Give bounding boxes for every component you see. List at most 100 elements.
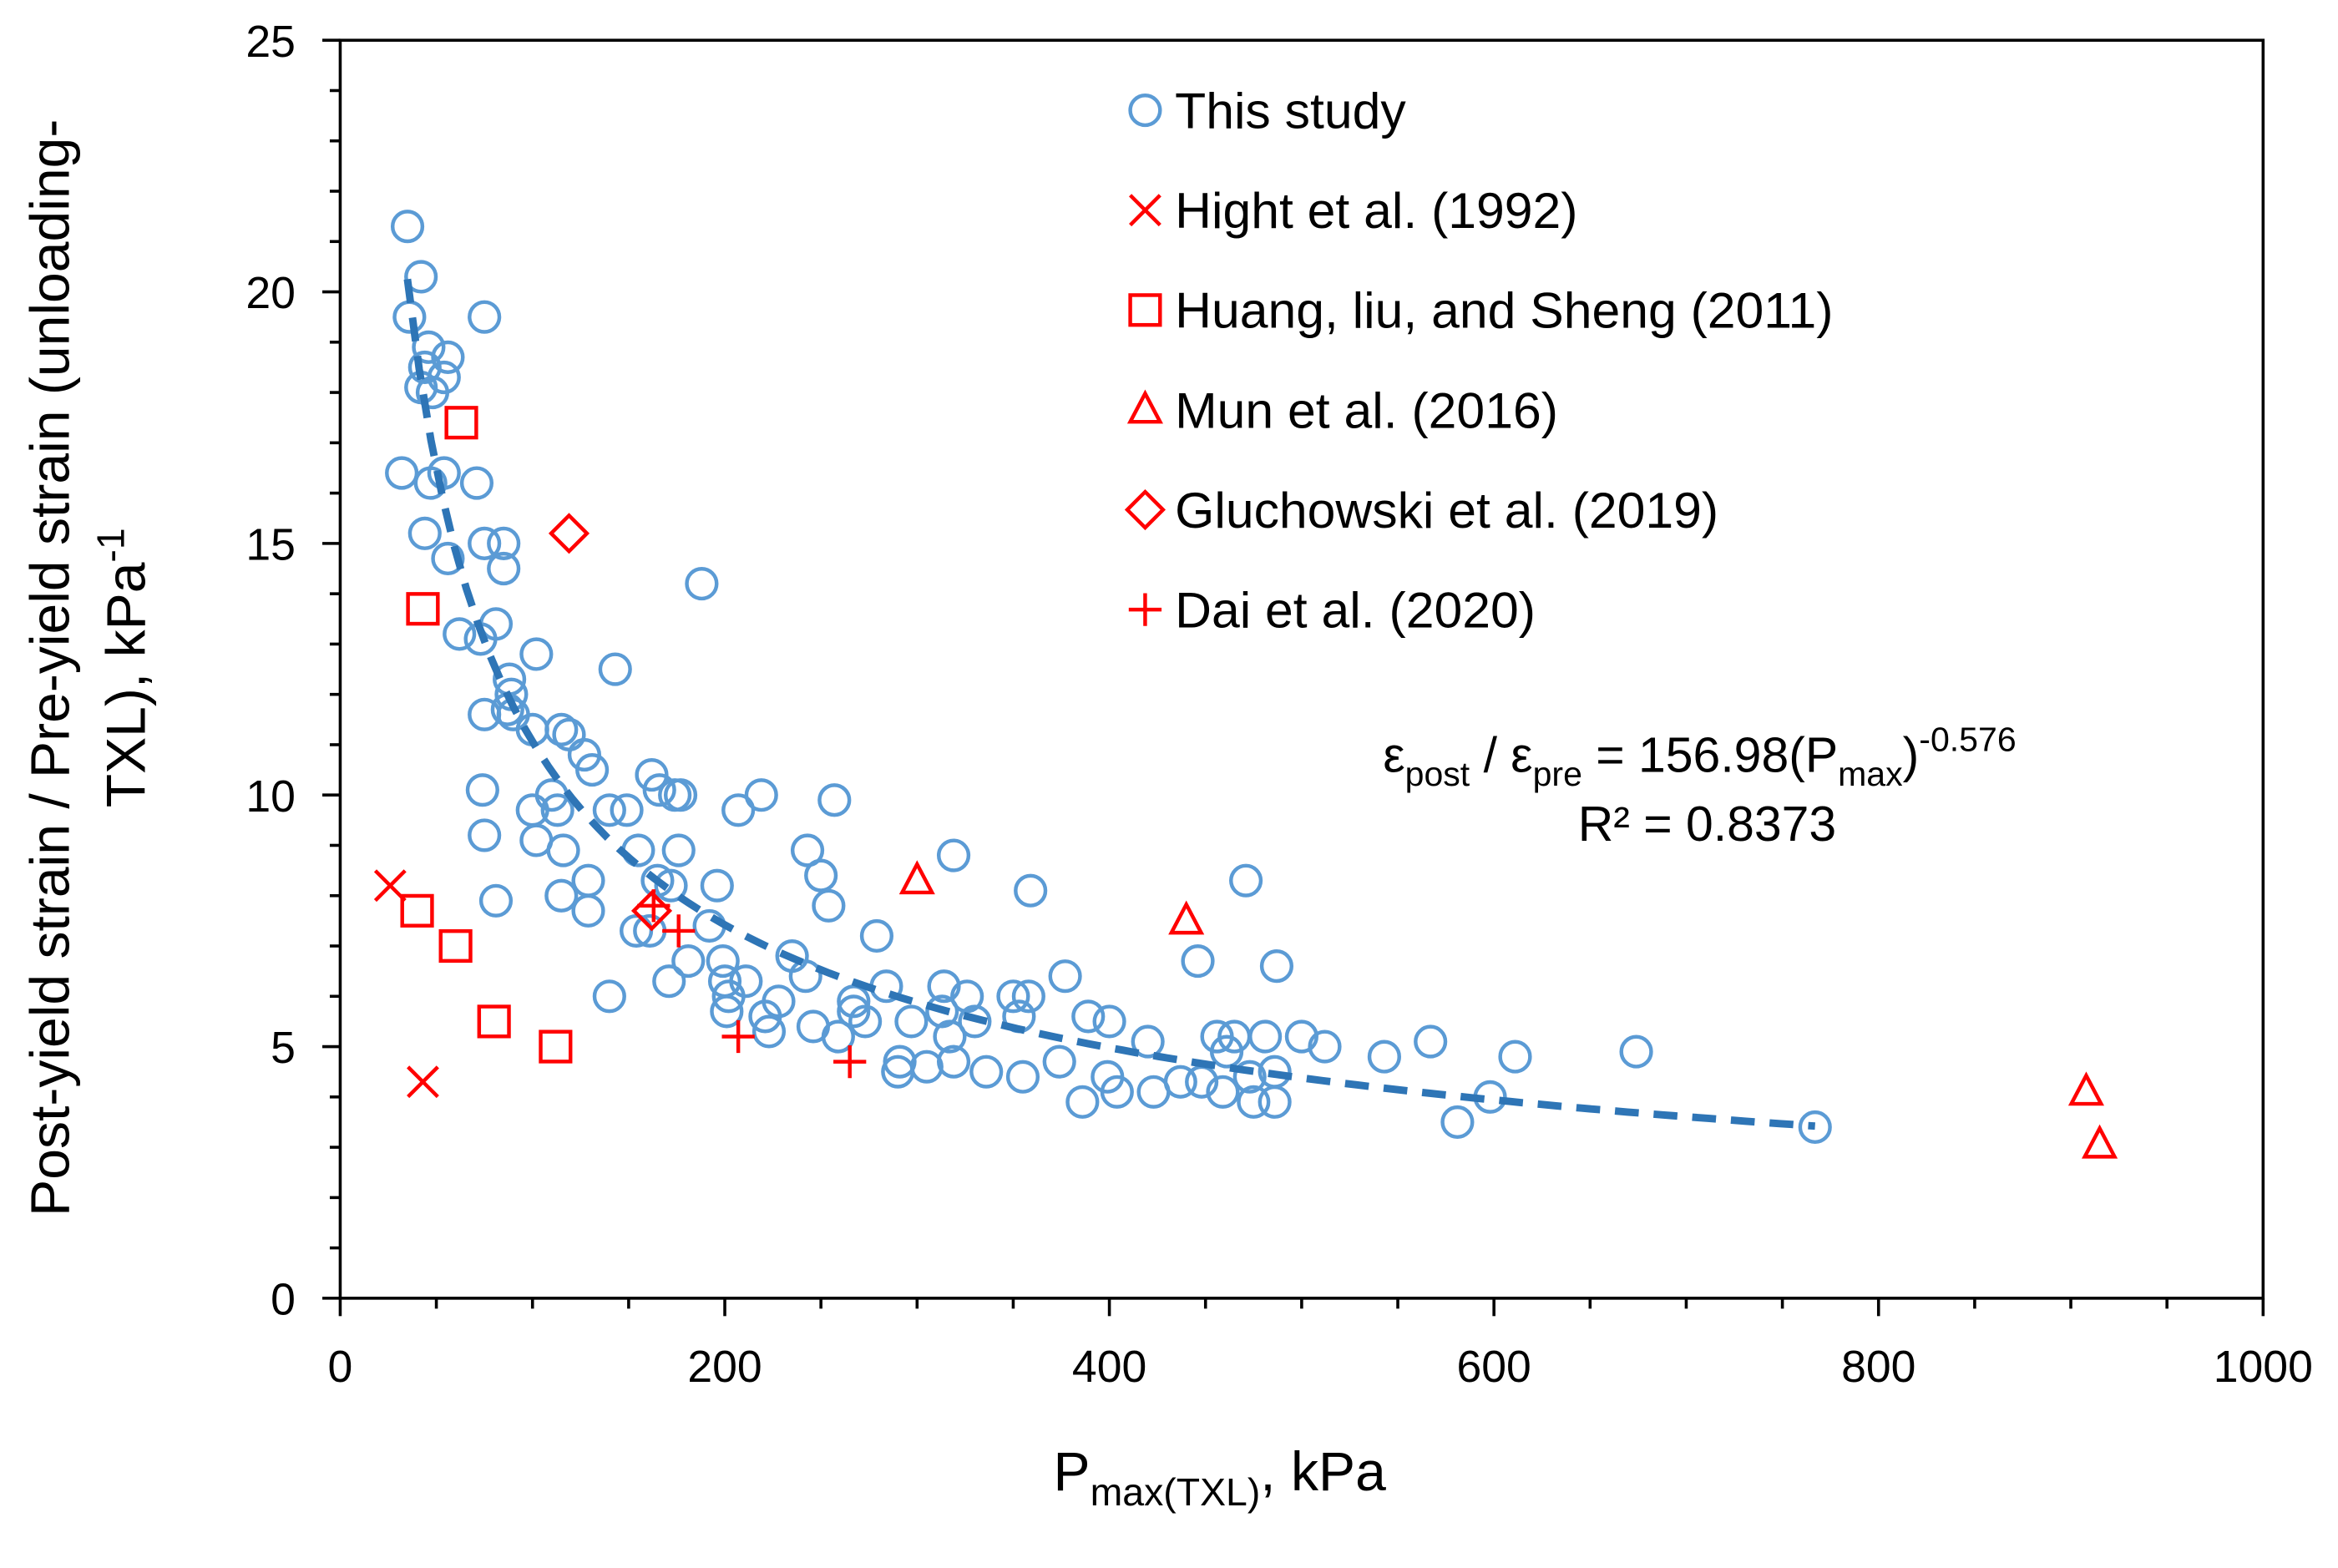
point [1014, 873, 1048, 908]
point [1440, 1105, 1475, 1140]
legend-label: Mun et al. (2016) [1175, 382, 1558, 438]
series [373, 869, 439, 1099]
legend-marker [1128, 293, 1162, 327]
point [477, 1004, 511, 1039]
eq-part: (P [1789, 729, 1838, 783]
point [958, 1004, 992, 1039]
legend: This study Hight et al. (1992) Huang, liu,… [1124, 83, 1834, 639]
series [898, 860, 2118, 1159]
point [544, 712, 579, 746]
point [804, 858, 838, 893]
x-label-rest: , kPa [1260, 1440, 1386, 1502]
point [539, 1029, 573, 1064]
point [575, 752, 610, 787]
point [487, 526, 521, 560]
x-axis-label: Pmax(TXL), kPa [1054, 1440, 1387, 1514]
point [950, 979, 984, 1014]
point [1011, 979, 1045, 1014]
point [1229, 863, 1263, 898]
point [592, 793, 626, 827]
point [1498, 1039, 1532, 1074]
point [685, 567, 719, 601]
point [465, 773, 499, 807]
point [1232, 1060, 1267, 1094]
point [1131, 1024, 1165, 1059]
point [1248, 1019, 1283, 1054]
point [1414, 1024, 1448, 1059]
point [1071, 999, 1106, 1034]
legend-marker [1128, 593, 1162, 626]
point [1259, 949, 1294, 984]
y-label-line2-text: TXL), kPa [95, 562, 157, 807]
point [1284, 1019, 1318, 1054]
legend-marker [1128, 94, 1162, 128]
eq-sub: post [1405, 755, 1470, 793]
y-tick-label: 15 [245, 521, 296, 570]
y-tick-label: 0 [271, 1276, 296, 1325]
point [744, 778, 778, 812]
point [837, 994, 871, 1029]
point [2067, 1071, 2104, 1106]
point [444, 406, 478, 440]
point [431, 541, 465, 576]
point [468, 526, 502, 560]
legend-marker [1129, 194, 1161, 227]
point [996, 979, 1030, 1014]
point [637, 889, 671, 923]
point [1209, 1034, 1244, 1069]
point [385, 456, 419, 490]
point [406, 592, 440, 626]
y-axis-label: Post-yield strain / Pre-yield strain (un… [19, 119, 157, 1216]
point [1005, 1060, 1040, 1094]
point [407, 1065, 439, 1099]
point [620, 913, 654, 948]
point [2082, 1124, 2118, 1159]
point [788, 959, 822, 994]
point [1308, 1029, 1342, 1064]
point [700, 868, 734, 903]
point [400, 893, 434, 928]
point [706, 944, 740, 979]
point [721, 1019, 755, 1054]
point [925, 994, 959, 1029]
point [544, 878, 579, 913]
point [969, 1055, 1004, 1089]
point [487, 551, 521, 586]
point [1619, 1034, 1653, 1069]
x-tick-label: 1000 [2214, 1343, 2313, 1392]
legend-label: Gluchowski et al. (2019) [1175, 482, 1718, 539]
point [927, 969, 961, 1004]
series [400, 406, 573, 1064]
point [752, 1014, 787, 1049]
series [637, 889, 867, 1079]
point [390, 210, 425, 244]
point [1092, 1004, 1126, 1039]
trend-equation: εpost / εpre = 156.98(Pmax)-0.576 [1383, 721, 2016, 793]
point [415, 375, 450, 410]
eq-part: ) [1903, 729, 1920, 783]
point [459, 466, 494, 500]
point [1367, 1039, 1401, 1074]
point [1237, 1085, 1271, 1119]
point [936, 838, 971, 873]
eq-sub: pre [1533, 755, 1582, 793]
x-tick-label: 400 [1072, 1343, 1146, 1392]
x-label-sub: max(TXL) [1091, 1470, 1261, 1514]
point [407, 350, 442, 385]
point [859, 918, 894, 953]
legend-label: Hight et al. (1992) [1175, 182, 1577, 239]
y-tick-label: 20 [245, 269, 296, 318]
x-tick-label: 200 [687, 1343, 762, 1392]
point [571, 893, 605, 928]
eq-exponent: -0.576 [1919, 721, 2016, 759]
legend-marker [1126, 389, 1163, 424]
point [592, 979, 626, 1014]
x-tick-label: 600 [1456, 1343, 1531, 1392]
r-squared: R² = 0.8373 [1578, 797, 1836, 852]
legend-label: This study [1175, 83, 1406, 139]
point [721, 793, 756, 827]
point [933, 1019, 967, 1054]
